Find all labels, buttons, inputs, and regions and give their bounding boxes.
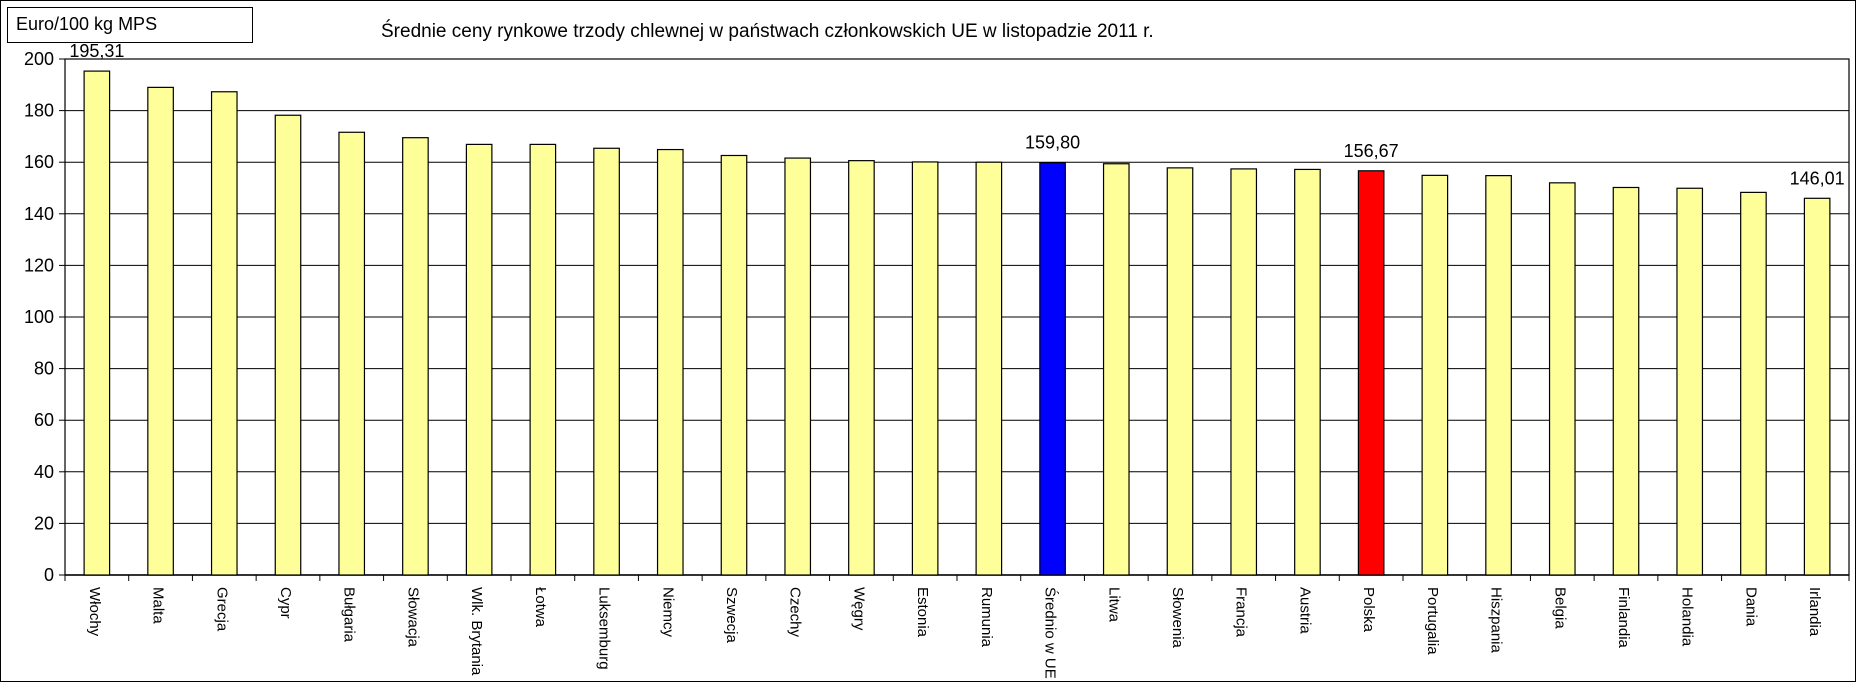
bar (338, 131, 366, 576)
bar (210, 91, 238, 576)
y-tick-label: 0 (44, 565, 54, 585)
x-tick-label: Słowenia (1169, 587, 1186, 649)
y-tick-label: 160 (24, 152, 54, 172)
bar (529, 143, 557, 576)
x-tick-label: Hiszpania (1488, 587, 1505, 654)
bar (83, 70, 111, 576)
data-label: 156,67 (1344, 141, 1399, 161)
chart-title: Średnie ceny rynkowe trzody chlewnej w p… (381, 21, 1154, 42)
x-tick-label: Niemcy (659, 587, 676, 638)
x-tick-label: Bułgaria (341, 587, 358, 643)
bar (274, 114, 302, 576)
x-tick-label: Węgry (850, 587, 867, 631)
bar (848, 160, 875, 576)
bar (1740, 191, 1767, 576)
bar (465, 143, 493, 576)
x-tick-label: Łotwa (532, 587, 549, 628)
x-tick-label: Portugalia (1424, 587, 1441, 655)
data-label: 146,01 (1790, 168, 1845, 188)
x-tick-label: Słowacja (404, 587, 421, 648)
bar (593, 147, 620, 576)
y-tick-label: 80 (34, 359, 54, 379)
x-tick-label: Malta (150, 587, 167, 624)
x-tick-label: Włochy (86, 587, 103, 637)
x-tick-label: Luksemburg (596, 587, 613, 670)
bar (1548, 182, 1576, 576)
x-tick-label: Estonia (914, 587, 931, 638)
x-tick-label: Irlandia (1806, 587, 1823, 637)
x-tick-label: Litwa (1105, 587, 1122, 623)
bar (1676, 187, 1704, 576)
bar (975, 161, 1003, 576)
x-tick-label: Wlk. Brytania (468, 587, 485, 676)
y-axis-unit-label: Euro/100 kg MPS (16, 14, 158, 34)
x-tick-label: Rumunia (978, 587, 995, 648)
bar (1166, 167, 1194, 576)
data-label: 195,31 (69, 41, 124, 61)
unit-box: Euro/100 kg MPS (7, 7, 253, 43)
y-tick-label: 20 (34, 513, 54, 533)
x-tick-label: Cypr (277, 587, 294, 619)
x-tick-label: Francja (1233, 587, 1250, 638)
x-tick-label: Finlandia (1615, 587, 1632, 649)
bar (402, 137, 429, 576)
x-tick-label: Średnio w UE (1042, 587, 1060, 679)
y-tick-label: 200 (24, 49, 54, 69)
x-tick-label: Holandia (1679, 587, 1696, 647)
y-tick-label: 120 (24, 255, 54, 275)
bar (720, 154, 748, 576)
y-tick-label: 60 (34, 410, 54, 430)
x-tick-label: Dania (1742, 587, 1759, 627)
bar (911, 161, 939, 576)
y-tick-label: 40 (34, 462, 54, 482)
bar (1039, 162, 1066, 576)
bar (1230, 168, 1258, 576)
data-label: 159,80 (1025, 133, 1080, 153)
x-tick-label: Austria (1296, 587, 1313, 634)
bar (784, 157, 812, 576)
x-tick-label: Polska (1360, 587, 1377, 633)
bar (1612, 186, 1640, 576)
bar (1485, 175, 1512, 576)
x-tick-label: Grecja (213, 587, 230, 632)
bar (1803, 197, 1831, 576)
bar (1357, 170, 1385, 576)
bar (1421, 174, 1449, 576)
x-tick-label: Belgia (1551, 587, 1568, 629)
y-tick-label: 140 (24, 204, 54, 224)
y-tick-label: 180 (24, 101, 54, 121)
bar (656, 148, 684, 576)
x-tick-label: Czechy (787, 587, 804, 638)
y-tick-label: 100 (24, 307, 54, 327)
x-tick-label: Szwecja (723, 587, 740, 644)
bar (1102, 163, 1130, 576)
bar (1294, 168, 1321, 576)
bar (147, 86, 174, 576)
